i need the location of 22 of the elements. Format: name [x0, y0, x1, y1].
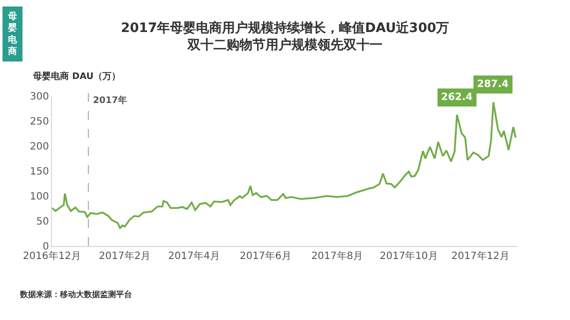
- y-axis-title: 母婴电商 DAU（万）: [32, 71, 121, 82]
- text: 母婴电商: [7, 11, 18, 58]
- y-tick-label: 250: [30, 116, 49, 128]
- x-tick-label: 2017年8月: [311, 250, 364, 262]
- x-tick-label: 2017年4月: [168, 250, 220, 262]
- x-tick-label: 2017年6月: [240, 250, 292, 262]
- x-tick-label: 2017年2月: [98, 250, 151, 262]
- chart-subtitle: 双十二购物节用户规模领先双十一: [186, 36, 382, 53]
- y-tick-label: 100: [30, 192, 49, 202]
- chart-title: 2017年母婴电商用户规模持续增长，峰值DAU近300万: [120, 20, 450, 36]
- x-tick-label: 2016年12月: [22, 250, 82, 262]
- y-tick-label: 150: [30, 166, 49, 178]
- y-tick-label: 300: [30, 92, 49, 102]
- source-note: 数据来源：移动大数据监测平台: [19, 290, 132, 299]
- x-tick-label: 2017年10月: [380, 250, 438, 262]
- y-tick-label: 200: [30, 142, 49, 152]
- annotation: 287.4: [477, 79, 509, 90]
- x-tick-label: 2017年12月: [451, 250, 510, 262]
- annotation: 262.4: [441, 92, 473, 103]
- ref-line-label: 2017年: [93, 95, 128, 106]
- y-tick-label: 0: [42, 242, 49, 252]
- y-tick-label: 50: [36, 216, 49, 228]
